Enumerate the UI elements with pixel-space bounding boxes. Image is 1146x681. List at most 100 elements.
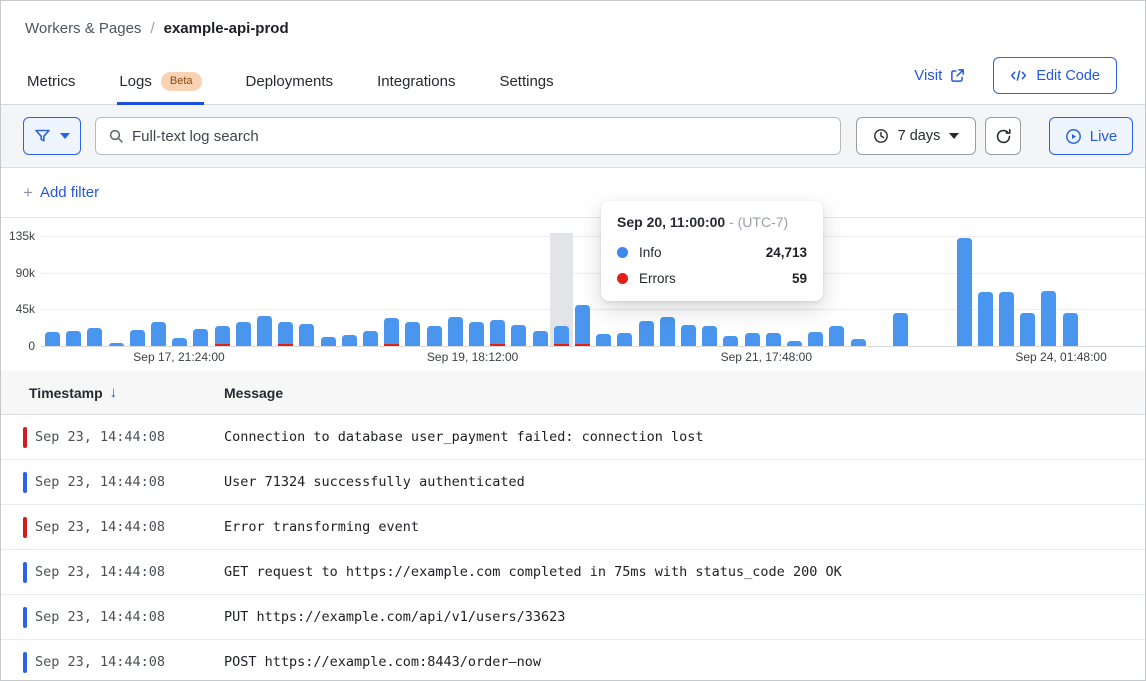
x-tick-label: Sep 17, 21:24:00: [133, 350, 225, 364]
chart-bar[interactable]: [1041, 291, 1057, 346]
refresh-button[interactable]: [985, 117, 1021, 155]
table-row[interactable]: Sep 23, 14:44:08 POST https://example.com…: [1, 640, 1145, 680]
chart-bar[interactable]: [469, 321, 484, 346]
tooltip-series-row: Info 24,713: [617, 245, 807, 260]
chart-bar[interactable]: [87, 328, 103, 346]
table-row[interactable]: Sep 23, 14:44:08 Error transforming event: [1, 505, 1145, 550]
filter-button[interactable]: [23, 117, 81, 155]
chart-bar-error-segment: [384, 343, 400, 346]
chart-bar[interactable]: [617, 332, 633, 346]
tab-deployments[interactable]: Deployments: [244, 62, 336, 105]
column-header-timestamp[interactable]: Timestamp ↓: [29, 384, 118, 401]
log-table-header: Timestamp ↓ Message: [1, 371, 1145, 415]
chart-bar[interactable]: [45, 332, 60, 346]
chart-gridline: [41, 272, 1145, 274]
table-row[interactable]: Sep 23, 14:44:08 User 71324 successfully …: [1, 460, 1145, 505]
chart-bar[interactable]: [808, 332, 824, 346]
add-filter-button[interactable]: + Add filter: [23, 183, 99, 203]
chart-hover-highlight: [549, 233, 573, 346]
y-tick-label: 0: [28, 339, 35, 353]
chart-bar[interactable]: [214, 326, 230, 346]
chart-bar[interactable]: [490, 319, 506, 346]
chart-bar[interactable]: [405, 322, 421, 346]
tab-metrics[interactable]: Metrics: [25, 62, 77, 105]
tab-settings[interactable]: Settings: [497, 62, 555, 105]
tooltip-timezone: - (UTC-7): [729, 214, 789, 230]
chart-bar[interactable]: [765, 332, 781, 346]
chart-bar[interactable]: [341, 334, 357, 346]
chart-bar[interactable]: [723, 336, 739, 346]
chart-bar[interactable]: [447, 316, 463, 346]
chart-bar[interactable]: [638, 320, 654, 346]
chart-bar[interactable]: [66, 330, 82, 346]
y-tick-label: 45k: [15, 302, 35, 317]
table-row[interactable]: Sep 23, 14:44:08 Connection to database u…: [1, 415, 1145, 460]
log-level-error-indicator: [23, 426, 27, 448]
chart-bar[interactable]: [1062, 313, 1078, 346]
chart-bar[interactable]: [681, 324, 696, 346]
chart-bar-error-segment: [553, 343, 569, 346]
chart-bar[interactable]: [363, 330, 378, 346]
chart-bar[interactable]: [596, 333, 612, 346]
chart-bar[interactable]: [787, 341, 802, 346]
log-timestamp: Sep 23, 14:44:08: [35, 519, 166, 535]
chart-bar[interactable]: [702, 326, 718, 346]
chart-plot-area[interactable]: [41, 233, 1145, 347]
edit-code-button[interactable]: Edit Code: [993, 57, 1117, 94]
beta-badge: Beta: [160, 72, 202, 91]
chart-bar[interactable]: [511, 324, 527, 346]
tooltip-series-row: Errors 59: [617, 271, 807, 286]
chart-bar[interactable]: [193, 328, 209, 346]
table-row[interactable]: Sep 23, 14:44:08 GET request to https://e…: [1, 550, 1145, 595]
live-label: Live: [1089, 127, 1118, 145]
edit-code-label: Edit Code: [1036, 67, 1100, 84]
chart-bar[interactable]: [1020, 313, 1036, 346]
chart-bar[interactable]: [384, 318, 400, 346]
log-table: Timestamp ↓ Message Sep 23, 14:44:08 Conn…: [1, 371, 1145, 680]
breadcrumb-section[interactable]: Workers & Pages: [25, 20, 142, 37]
chart-bar[interactable]: [829, 325, 845, 346]
chart-bar[interactable]: [532, 330, 548, 346]
chart-bar[interactable]: [320, 337, 336, 346]
funnel-icon: [35, 129, 50, 142]
chart-bar[interactable]: [278, 321, 294, 346]
chart-bar[interactable]: [575, 305, 590, 346]
breadcrumb-separator: /: [150, 20, 155, 37]
add-filter-row: + Add filter: [1, 168, 1145, 218]
chart-bar-error-segment: [214, 343, 230, 346]
chart-bar[interactable]: [999, 292, 1014, 346]
chart-bar[interactable]: [956, 237, 972, 346]
x-tick-label: Sep 21, 17:48:00: [720, 350, 813, 364]
chart-bar[interactable]: [553, 325, 569, 346]
chart-bar[interactable]: [977, 292, 993, 346]
chart-bar[interactable]: [659, 317, 675, 346]
sort-descending-icon[interactable]: ↓: [109, 384, 118, 401]
chart-bar[interactable]: [172, 337, 188, 346]
chart-bar[interactable]: [426, 325, 442, 346]
search-input[interactable]: [132, 127, 828, 145]
chart-bar[interactable]: [850, 339, 866, 346]
table-row[interactable]: Sep 23, 14:44:08 PUT https://example.com/…: [1, 595, 1145, 640]
live-button[interactable]: Live: [1049, 117, 1133, 155]
tab-integrations[interactable]: Integrations: [375, 62, 457, 105]
time-range-label: 7 days: [897, 128, 941, 144]
chevron-down-icon: [60, 133, 70, 139]
chart-bar[interactable]: [257, 315, 272, 346]
visit-link[interactable]: Visit: [914, 67, 965, 84]
tab-logs[interactable]: Logs Beta: [117, 62, 204, 105]
chevron-down-icon: [949, 133, 960, 139]
chart-bar[interactable]: [893, 313, 908, 346]
time-range-button[interactable]: 7 days: [856, 117, 976, 155]
chart-bar[interactable]: [299, 324, 315, 346]
chart-bar-error-segment: [278, 343, 294, 346]
chart-bar[interactable]: [235, 321, 251, 346]
log-rows: Sep 23, 14:44:08 Connection to database u…: [1, 415, 1145, 680]
chart-bar[interactable]: [129, 329, 145, 346]
chart-bar[interactable]: [151, 322, 166, 346]
log-volume-chart[interactable]: 135k 90k 45k 0 Sep 17, 21:24:00 Sep 19, 18:1…: [1, 218, 1145, 371]
chart-bar[interactable]: [744, 332, 760, 346]
errors-dot-icon: [617, 273, 628, 284]
chart-bar[interactable]: [108, 342, 124, 346]
log-message: Error transforming event: [224, 519, 420, 535]
